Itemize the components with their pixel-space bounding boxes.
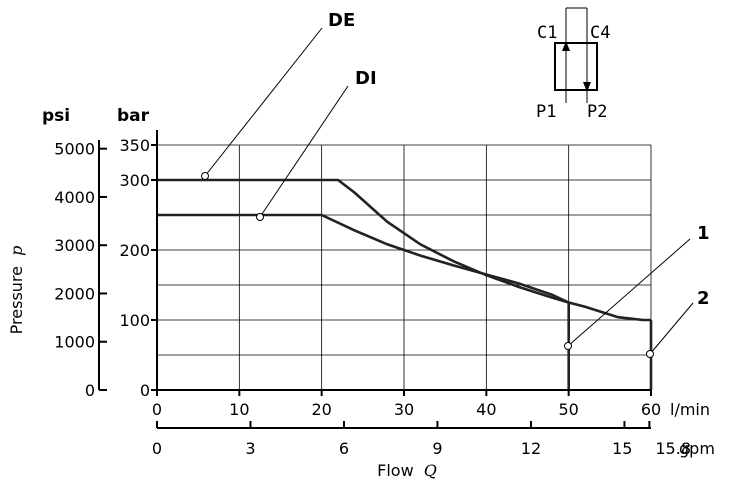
x-tick-label: 0: [152, 400, 162, 419]
callout-marker-de: [201, 172, 209, 180]
callouts: DE DI 1 2: [201, 10, 710, 358]
flow-arrow-down-icon: [583, 82, 591, 92]
x-tick-label: 10: [229, 400, 249, 419]
y-unit-primary: bar: [117, 106, 150, 126]
y-tick-label: 300: [119, 171, 150, 190]
x-tick-label: 60: [641, 400, 661, 419]
port-p2: P2: [587, 102, 607, 122]
y-secondary-tick-label: 2000: [54, 284, 95, 303]
svg-text:Pressure p: Pressure p: [7, 246, 26, 335]
series-line-de: [157, 178, 651, 322]
callout-leader-2: [649, 302, 694, 355]
callout-label-2: 2: [697, 288, 710, 309]
port-p1: P1: [536, 102, 556, 122]
x-axis-title: Flow Q: [377, 461, 437, 480]
x-unit-secondary: gpm: [679, 439, 715, 458]
callout-label-de: DE: [328, 10, 355, 31]
x-secondary-tick-label: 0: [152, 439, 162, 458]
tick-labels: 0 10 20 30 40 50 60 0 3 6 9 12 15 15.8 0 100 200 300 350 0 1…: [54, 136, 691, 458]
x-secondary-tick-label: 12: [521, 439, 541, 458]
port-c1: C1: [537, 23, 557, 43]
y-secondary-tick-label: 0: [85, 381, 95, 400]
flow-arrow-up-icon: [562, 41, 570, 51]
y-tick-label: 0: [140, 381, 150, 400]
x-secondary-tick-label: 9: [432, 439, 442, 458]
y-secondary-tick-label: 1000: [54, 333, 95, 352]
x-unit-primary: l/min: [670, 400, 710, 419]
y-axis-symbol: p: [7, 246, 26, 256]
grid: [157, 144, 652, 390]
y-tick-label: 100: [119, 311, 150, 330]
x-secondary-tick-label: 15.8: [655, 439, 691, 458]
callout-leader-di: [259, 85, 349, 218]
callout-label-di: DI: [355, 68, 377, 89]
y-secondary-tick-label: 5000: [54, 140, 95, 159]
valve-symbol: C1 C4 P1 P2: [536, 7, 610, 122]
y-tick-label: 350: [119, 136, 150, 155]
valve-symbol-box: [554, 42, 598, 91]
callout-marker-di: [256, 213, 264, 221]
callout-marker-2: [646, 350, 654, 358]
y-axis-label: Pressure: [7, 266, 26, 334]
x-secondary-tick-label: 6: [339, 439, 349, 458]
series-line-di: [157, 213, 570, 304]
x-secondary-tick-label: 15: [612, 439, 632, 458]
x-tick-label: 30: [394, 400, 414, 419]
callout-label-1: 1: [697, 223, 710, 244]
y-secondary-tick-label: 3000: [54, 236, 95, 255]
x-axis-symbol: Q: [424, 461, 437, 480]
x-tick-label: 20: [311, 400, 331, 419]
callout-leader-de: [204, 27, 323, 177]
y-axis-title: Pressure p: [7, 246, 26, 335]
x-tick-label: 50: [558, 400, 578, 419]
y-secondary-tick-label: 4000: [54, 188, 95, 207]
x-secondary-tick-label: 3: [245, 439, 255, 458]
x-tick-label: 40: [476, 400, 496, 419]
port-c4: C4: [590, 23, 610, 43]
callout-marker-1: [564, 342, 572, 350]
y-tick-label: 200: [119, 241, 150, 260]
callout-leader-1: [567, 238, 691, 347]
x-axis-label: Flow: [377, 461, 414, 480]
y-unit-secondary: psi: [42, 106, 70, 126]
